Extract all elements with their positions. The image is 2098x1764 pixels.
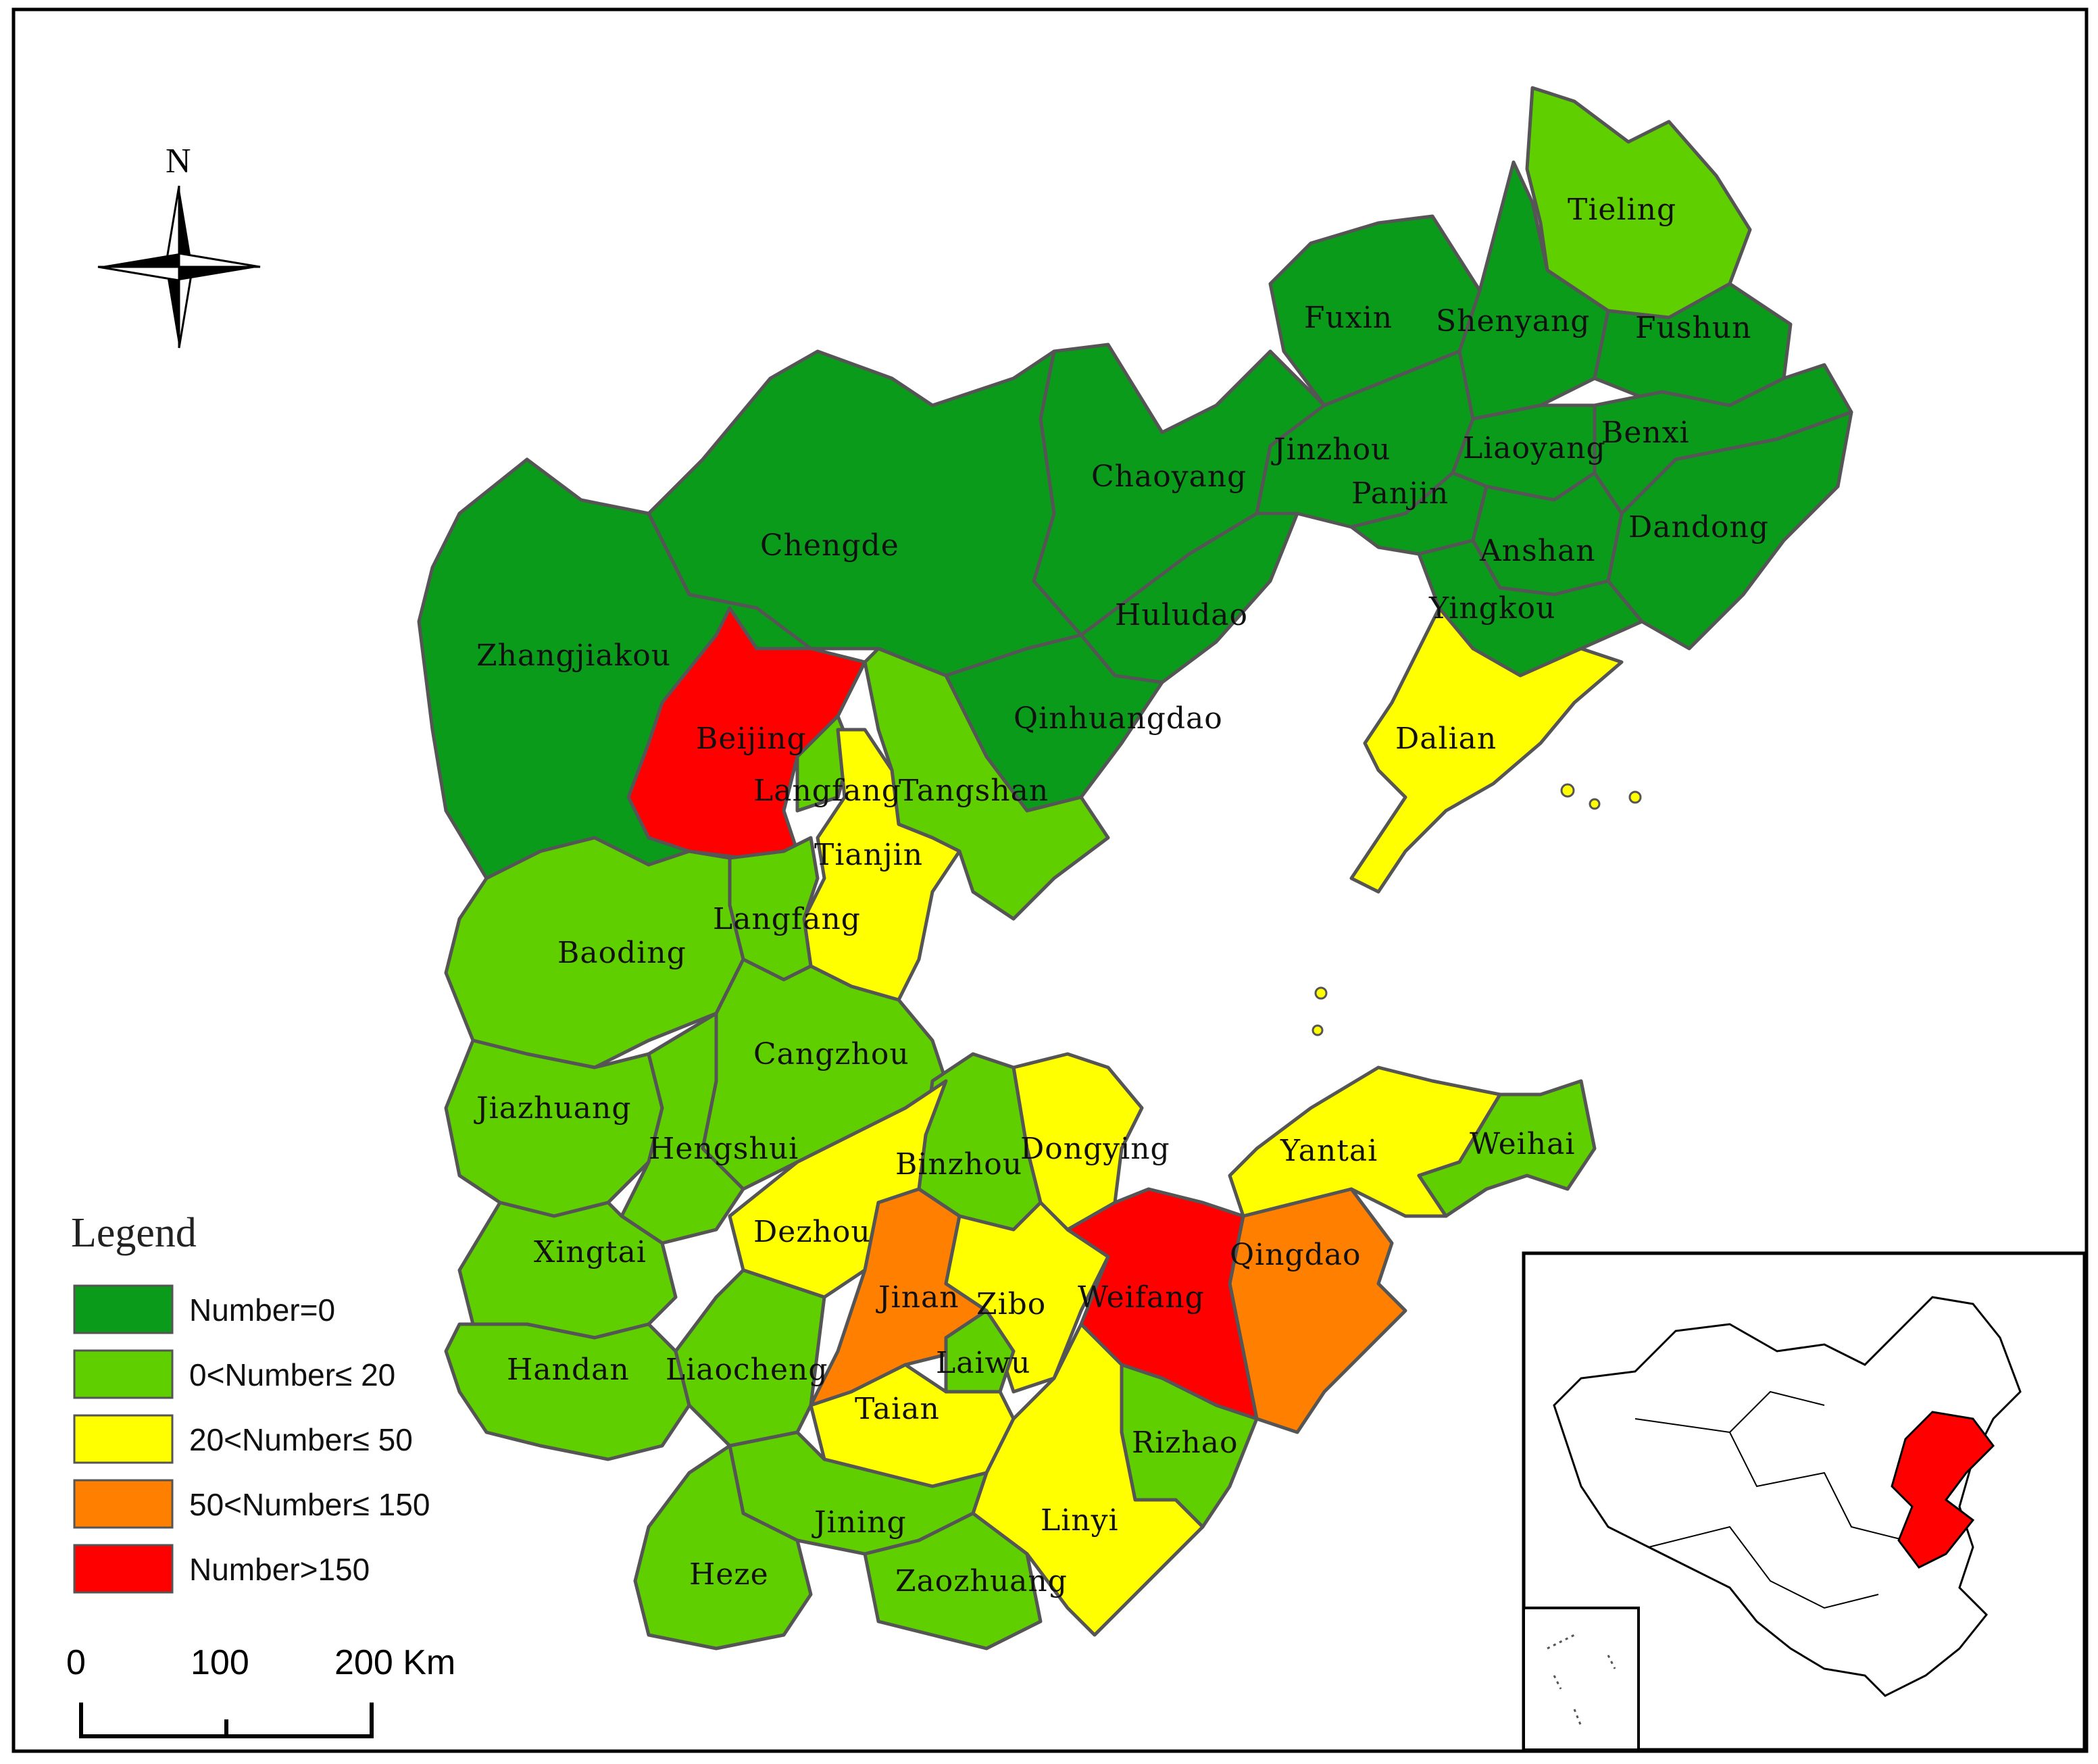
region-liaocheng — [674, 1268, 826, 1448]
label-tieling: Tieling — [1568, 193, 1676, 227]
legend-label: 0<Number≤ 20 — [189, 1357, 395, 1392]
label-hengshui: Hengshui — [649, 1132, 799, 1166]
island — [1314, 986, 1328, 1000]
label-baoding: Baoding — [557, 936, 686, 970]
region-jiazhuang — [444, 1038, 664, 1218]
region-tangshan — [863, 647, 1110, 921]
legend-swatch — [73, 1349, 174, 1399]
label-anshan: Anshan — [1479, 534, 1596, 568]
region-labels: Tieling Fuxin Shenyang Fushun Benxi Chao… — [474, 193, 1769, 1598]
legend-label: Number=0 — [189, 1292, 335, 1328]
legend-swatch — [73, 1544, 174, 1594]
label-beijing: Beijing — [696, 722, 807, 756]
island — [1628, 790, 1642, 804]
inset-highlight — [1891, 1411, 1995, 1569]
label-langfang: Langfang — [713, 902, 861, 936]
legend-label: Number>150 — [189, 1552, 370, 1587]
region-heze — [633, 1444, 813, 1650]
label-dongying: Dongying — [1020, 1132, 1170, 1166]
label-jiazhuang: Jiazhuang — [474, 1091, 632, 1126]
label-binzhou: Binzhou — [895, 1147, 1022, 1182]
label-jining: Jining — [811, 1505, 907, 1540]
region-zaozhuang — [863, 1511, 1043, 1650]
label-dalian: Dalian — [1395, 722, 1497, 756]
label-laiwu: Laiwu — [936, 1346, 1031, 1380]
region-hengshui — [620, 1011, 745, 1245]
label-cangzhou: Cangzhou — [753, 1037, 909, 1072]
legend-title: Legend — [71, 1210, 197, 1256]
label-xingtai: Xingtai — [534, 1235, 647, 1269]
legend-label: 50<Number≤ 150 — [189, 1487, 430, 1522]
label-fushun: Fushun — [1635, 311, 1751, 345]
label-linyi: Linyi — [1041, 1503, 1119, 1538]
inset-map — [1522, 1251, 2087, 1752]
scale-label-100: 100 — [191, 1643, 249, 1682]
island — [1589, 798, 1601, 810]
label-chengde: Chengde — [760, 528, 899, 563]
scale-label-0: 0 — [66, 1643, 86, 1682]
island — [1312, 1024, 1324, 1036]
label-weifang: Weifang — [1078, 1280, 1205, 1315]
label-huludao: Huludao — [1115, 598, 1248, 632]
region-weihai — [1417, 1079, 1597, 1218]
region-laiwu — [944, 1309, 1016, 1394]
region-zibo — [944, 1201, 1110, 1394]
region-layer — [417, 86, 1853, 1650]
label-benxi: Benxi — [1601, 415, 1690, 450]
label-tianjin: Tianjin — [814, 838, 923, 872]
legend-swatch — [73, 1414, 174, 1464]
label-zibo: Zibo — [976, 1287, 1046, 1321]
label-dandong: Dandong — [1628, 510, 1769, 545]
label-weihai: Weihai — [1470, 1127, 1575, 1161]
legend: Legend Number=0 0<Number≤ 20 20<Number≤ 50… — [71, 1210, 430, 1594]
label-rizhao: Rizhao — [1132, 1426, 1238, 1460]
label-handan: Handan — [507, 1353, 630, 1387]
label-qingdao: Qingdao — [1230, 1238, 1362, 1272]
legend-swatch — [73, 1479, 174, 1529]
scale-bar: 0 100 200 Km — [66, 1643, 455, 1738]
label-panjin: Panjin — [1351, 476, 1449, 511]
label-dezhou: Dezhou — [753, 1215, 871, 1249]
label-yantai: Yantai — [1280, 1134, 1378, 1168]
region-handan — [444, 1322, 691, 1461]
region-tianjin — [802, 728, 961, 1002]
label-tangshan: Tangshan — [899, 774, 1049, 808]
label-heze: Heze — [689, 1557, 769, 1592]
label-liaocheng: Liaocheng — [666, 1353, 828, 1387]
label-jinan: Jinan — [876, 1280, 959, 1315]
label-zhangjiakou: Zhangjiakou — [476, 638, 671, 673]
legend-swatch — [73, 1284, 174, 1334]
region-xingtai — [457, 1201, 678, 1340]
north-label: N — [166, 142, 191, 180]
label-yingkou: Yingkou — [1428, 591, 1555, 626]
island — [1560, 783, 1575, 798]
label-liaoyang: Liaoyang — [1463, 431, 1606, 465]
label-langfang-north: Langfang — [753, 774, 901, 808]
region-dalian — [1349, 606, 1624, 894]
label-jinzhou: Jinzhou — [1271, 432, 1391, 467]
region-beijing — [626, 606, 867, 860]
label-chaoyang: Chaoyang — [1091, 459, 1247, 494]
label-qinhuangdao: Qinhuangdao — [1014, 701, 1223, 736]
north-arrow-icon: N — [97, 142, 261, 349]
label-shenyang: Shenyang — [1436, 304, 1590, 338]
legend-label: 20<Number≤ 50 — [189, 1422, 413, 1457]
label-fuxin: Fuxin — [1304, 301, 1393, 335]
label-zaozhuang: Zaozhuang — [895, 1564, 1068, 1598]
scale-label-200: 200 Km — [334, 1643, 455, 1682]
label-taian: Taian — [855, 1392, 940, 1426]
